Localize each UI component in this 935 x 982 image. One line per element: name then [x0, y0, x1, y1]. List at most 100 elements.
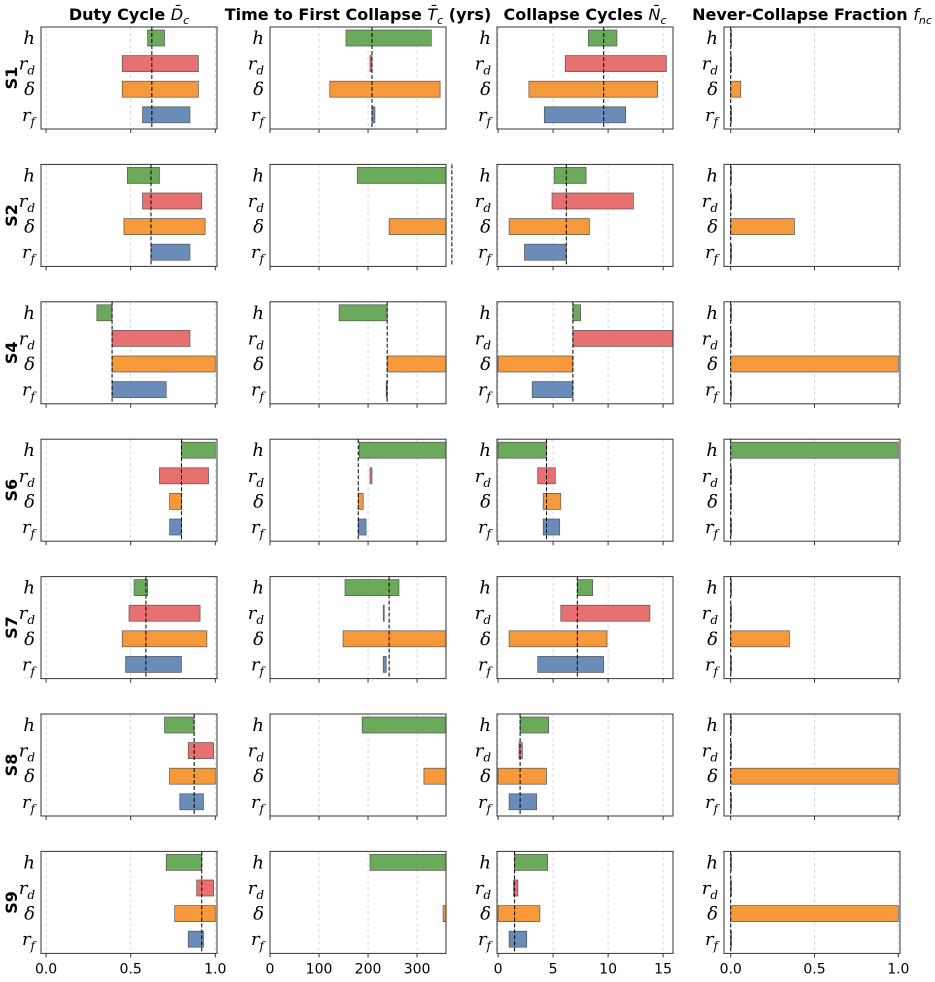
parameter-label: rf — [705, 242, 721, 266]
bars — [528, 29, 667, 124]
bar — [531, 381, 574, 398]
bar — [329, 80, 441, 98]
parameter-symbol: r — [251, 242, 261, 263]
parameter-label: h — [706, 715, 718, 736]
parameter-symbol: r — [19, 466, 29, 487]
bars — [730, 29, 742, 124]
bar — [513, 879, 519, 897]
bars — [164, 716, 216, 811]
x-tick-label: 0 — [266, 961, 275, 977]
bar — [356, 167, 446, 184]
parameter-symbol: δ — [24, 354, 35, 375]
parameter-label: rd — [248, 54, 265, 78]
parameter-symbol: h — [706, 852, 718, 873]
parameter-symbol: r — [705, 929, 715, 950]
parameter-sub: f — [259, 664, 267, 678]
parameter-label: rf — [478, 929, 494, 953]
parameter-label: rf — [705, 517, 721, 541]
parameter-sub: d — [710, 888, 718, 902]
parameter-symbol: δ — [253, 766, 264, 787]
parameter-symbol: δ — [707, 354, 718, 375]
parameter-label: h — [706, 303, 718, 324]
bars — [497, 441, 562, 536]
bar — [357, 518, 367, 536]
bars — [96, 304, 216, 398]
panel-frame — [723, 26, 901, 130]
parameter-sub: f — [713, 390, 721, 404]
parameter-symbol: r — [251, 517, 261, 538]
bar — [730, 29, 732, 47]
column-title-text: Time to First Collapse — [225, 5, 422, 24]
bar — [730, 355, 899, 373]
bar — [361, 716, 446, 734]
parameter-symbol: r — [22, 105, 32, 126]
x-tick-label: 100 — [306, 961, 333, 977]
parameter-sub: f — [713, 527, 721, 541]
panel-frame — [269, 713, 447, 817]
bar — [357, 493, 364, 510]
parameter-label: δ — [24, 904, 35, 925]
bar — [382, 656, 387, 673]
bar — [442, 905, 446, 922]
parameter-symbol: r — [478, 105, 488, 126]
parameter-symbol: h — [479, 28, 491, 49]
bars — [159, 441, 216, 536]
bars — [329, 29, 441, 124]
bar — [369, 467, 373, 485]
parameter-sub: f — [713, 802, 721, 816]
panel-frame — [723, 713, 901, 817]
parameter-symbol: r — [702, 54, 712, 75]
parameter-label: δ — [707, 217, 718, 238]
bar — [497, 767, 547, 785]
parameter-symbol: δ — [480, 79, 491, 100]
parameter-sub: d — [483, 888, 491, 902]
parameter-symbol: r — [478, 517, 488, 538]
parameter-label: rf — [22, 792, 38, 816]
parameter-symbol: h — [252, 303, 264, 324]
panel-frame — [269, 163, 447, 267]
parameter-symbol: δ — [24, 629, 35, 650]
column-title-text: Duty Cycle — [69, 5, 165, 24]
bar — [165, 854, 203, 871]
parameter-symbol: r — [478, 380, 488, 401]
parameter-symbol: h — [706, 715, 718, 736]
panel-frame — [40, 163, 218, 267]
bar — [187, 742, 214, 759]
parameter-symbol: h — [706, 440, 718, 461]
parameter-label: rf — [478, 380, 494, 404]
parameter-symbol: r — [251, 792, 261, 813]
parameter-symbol: δ — [480, 354, 491, 375]
parameter-label: δ — [707, 491, 718, 512]
parameter-label: rf — [705, 929, 721, 953]
parameter-symbol: r — [22, 792, 32, 813]
bar — [553, 167, 587, 184]
bars — [338, 304, 446, 398]
column-symbol-sub: c — [660, 14, 666, 27]
parameter-sub: d — [710, 476, 718, 490]
column-title-text: Never-Collapse Fraction — [692, 5, 908, 24]
bar — [551, 192, 634, 210]
parameter-label: δ — [253, 79, 264, 100]
panel-frame — [40, 576, 218, 680]
parameter-label: rf — [478, 517, 494, 541]
parameter-label: δ — [480, 491, 491, 512]
parameter-sub: f — [259, 252, 267, 266]
parameter-label: δ — [253, 491, 264, 512]
bar — [169, 767, 216, 785]
bar — [382, 604, 385, 622]
row-label: S1 — [2, 67, 21, 90]
parameter-sub: f — [30, 252, 38, 266]
parameter-symbol: δ — [480, 491, 491, 512]
bar — [543, 106, 627, 124]
panel-frame — [496, 576, 674, 680]
parameter-symbol: r — [702, 878, 712, 899]
parameter-label: δ — [480, 629, 491, 650]
parameter-symbol: r — [475, 54, 485, 75]
parameter-sub: f — [486, 939, 494, 953]
parameter-label: rd — [19, 328, 36, 352]
